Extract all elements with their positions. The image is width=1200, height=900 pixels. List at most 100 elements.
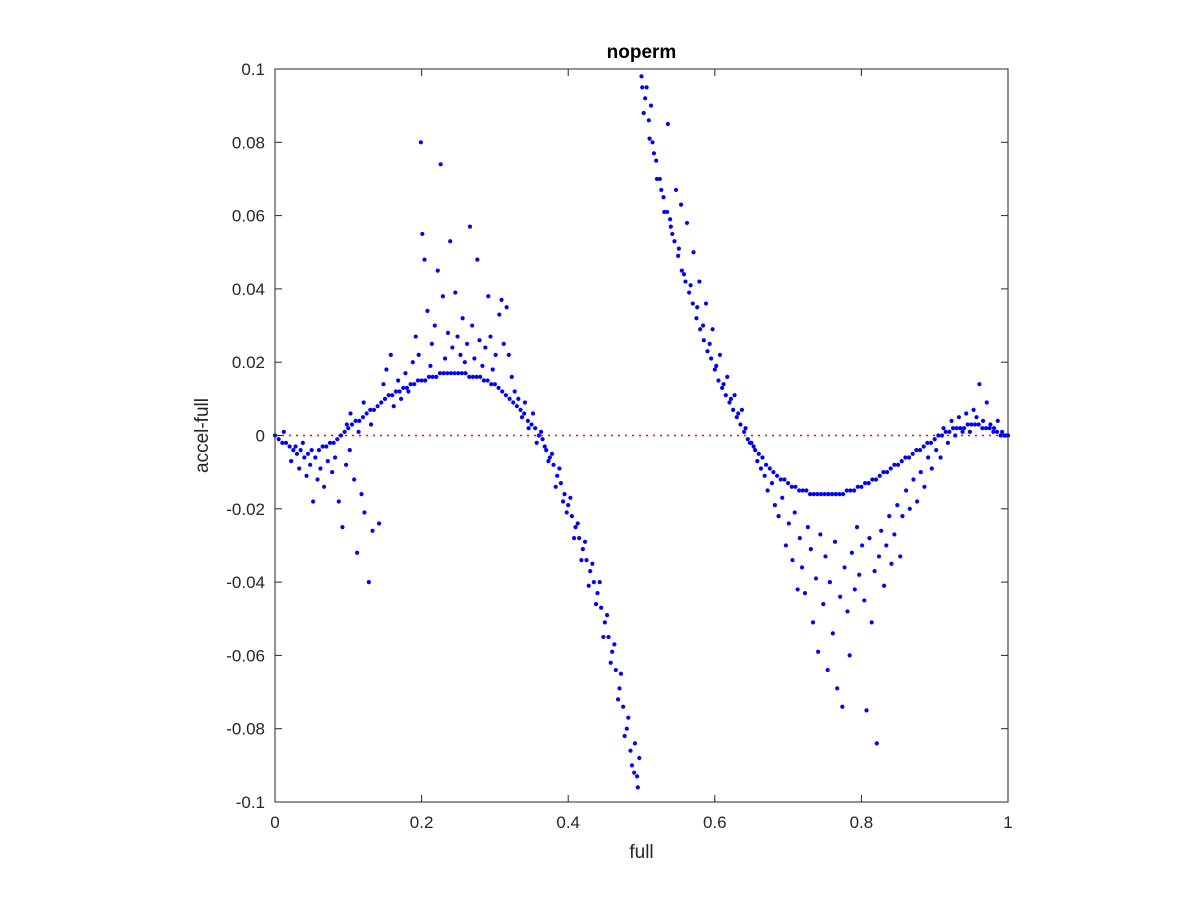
data-point xyxy=(344,462,349,467)
data-point xyxy=(862,481,868,486)
data-point xyxy=(438,162,443,167)
data-point xyxy=(613,667,618,673)
data-point xyxy=(703,301,709,306)
data-point xyxy=(422,257,427,262)
data-point xyxy=(276,437,281,442)
data-point xyxy=(370,528,375,533)
data-point xyxy=(911,477,916,482)
data-point xyxy=(783,543,789,548)
data-point xyxy=(903,455,908,460)
data-point xyxy=(368,422,374,427)
data-point xyxy=(412,382,417,387)
data-point xyxy=(432,323,437,328)
y-tick-label: -0.08 xyxy=(226,720,265,739)
data-point xyxy=(398,396,404,401)
data-point xyxy=(872,569,877,574)
data-point xyxy=(342,429,347,434)
data-point xyxy=(591,580,596,585)
data-point xyxy=(529,422,534,427)
data-point xyxy=(821,601,826,607)
data-point xyxy=(632,770,637,775)
data-point xyxy=(641,110,646,116)
data-point xyxy=(776,514,781,519)
data-point xyxy=(926,455,931,460)
data-point xyxy=(833,492,838,497)
data-point xyxy=(496,385,501,390)
data-point xyxy=(632,741,638,746)
data-point xyxy=(700,323,706,328)
data-point xyxy=(873,477,879,482)
data-point xyxy=(445,330,451,335)
y-tick-label: 0.04 xyxy=(232,280,265,299)
data-point xyxy=(452,371,457,376)
data-point xyxy=(464,341,470,346)
x-tick-label: 0.8 xyxy=(850,813,874,832)
data-point xyxy=(877,473,882,478)
data-point xyxy=(352,477,357,482)
data-point xyxy=(643,96,648,101)
y-tick-label: -0.06 xyxy=(226,646,265,665)
data-point xyxy=(727,400,732,405)
data-point xyxy=(519,415,525,420)
data-point xyxy=(503,393,508,398)
data-point xyxy=(874,741,879,746)
data-point xyxy=(420,231,425,237)
data-point xyxy=(344,422,349,427)
data-point xyxy=(297,466,302,471)
data-point xyxy=(458,352,463,357)
data-point xyxy=(304,473,309,478)
data-point xyxy=(480,363,485,368)
data-point xyxy=(1000,429,1005,434)
data-point xyxy=(364,411,369,416)
data-point xyxy=(360,415,366,420)
x-tick-label: 0.2 xyxy=(410,813,434,832)
data-point xyxy=(808,547,813,552)
data-point xyxy=(929,466,934,471)
data-point xyxy=(914,448,919,453)
data-point xyxy=(949,418,954,423)
data-point xyxy=(650,140,655,145)
data-point xyxy=(943,429,948,434)
data-point xyxy=(467,374,472,379)
data-point xyxy=(324,444,329,449)
data-point xyxy=(463,371,468,376)
data-point xyxy=(490,367,495,372)
data-point xyxy=(818,492,824,497)
data-point xyxy=(622,733,627,739)
data-point xyxy=(723,393,728,398)
data-point xyxy=(311,499,316,504)
data-point xyxy=(954,426,959,431)
data-point xyxy=(566,503,571,508)
data-point xyxy=(995,418,1000,423)
data-point xyxy=(610,649,615,654)
data-point xyxy=(536,433,541,438)
data-point xyxy=(318,466,323,471)
data-point xyxy=(738,422,743,427)
data-point xyxy=(308,462,313,467)
data-point xyxy=(618,671,624,676)
data-point xyxy=(816,649,821,654)
data-point xyxy=(445,371,450,376)
data-point xyxy=(755,459,760,464)
data-point xyxy=(976,422,981,427)
x-tick-label: 0.6 xyxy=(703,813,727,832)
data-point xyxy=(280,440,285,445)
data-point xyxy=(425,308,430,313)
data-point xyxy=(486,294,491,299)
data-point xyxy=(772,503,778,508)
data-point xyxy=(665,209,670,215)
data-point xyxy=(448,371,454,376)
data-point xyxy=(769,481,775,486)
data-point xyxy=(331,440,336,445)
data-point xyxy=(590,561,595,566)
data-point xyxy=(415,378,421,383)
data-point xyxy=(800,488,805,493)
data-point xyxy=(939,433,945,438)
data-point xyxy=(866,481,871,486)
data-point xyxy=(492,382,497,387)
data-point xyxy=(597,580,602,585)
data-point xyxy=(795,587,800,592)
data-point xyxy=(758,466,764,471)
data-point xyxy=(315,477,320,482)
data-point xyxy=(526,426,531,431)
